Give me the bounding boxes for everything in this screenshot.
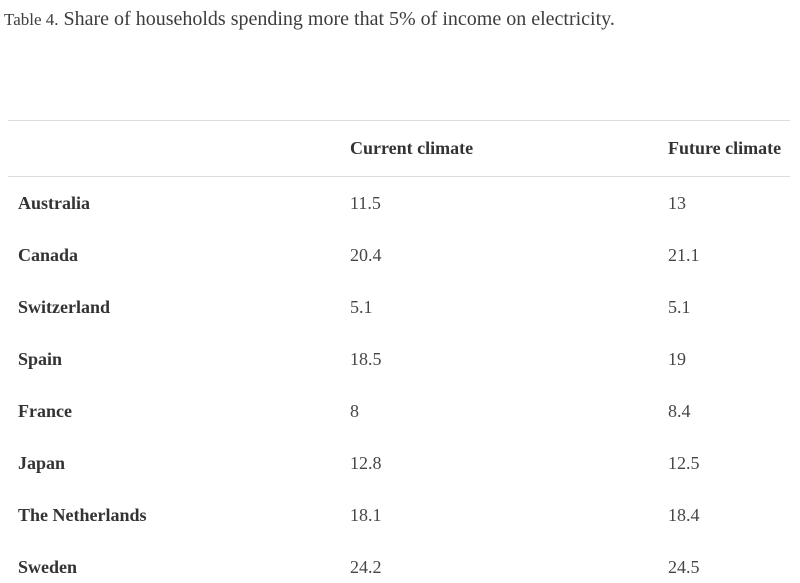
households-electricity-table: Current climate Future climate Australia… [8, 120, 790, 583]
current-climate-cell: 24.2 [350, 556, 382, 577]
country-cell: Canada [18, 244, 79, 265]
current-climate-cell: 18.5 [350, 348, 382, 369]
table-row-canada: Canada 20.4 21.1 [8, 229, 790, 281]
country-cell: Australia [18, 192, 90, 213]
country-cell: The Netherlands [18, 504, 147, 525]
table-row-switzerland: Switzerland 5.1 5.1 [8, 281, 790, 333]
table-row-sweden: Sweden 24.2 24.5 [8, 541, 790, 583]
future-climate-cell: 24.5 [668, 556, 700, 577]
header-cell-future-climate: Future climate [668, 120, 790, 177]
current-climate-cell: 20.4 [350, 244, 382, 265]
table-header-row: Current climate Future climate [8, 120, 790, 177]
future-climate-cell: 13 [668, 192, 686, 213]
future-climate-cell: 18.4 [668, 504, 700, 525]
future-climate-cell: 21.1 [668, 244, 700, 265]
future-climate-cell: 12.5 [668, 452, 700, 473]
country-cell: Japan [18, 452, 66, 473]
table-caption: Table 4. Share of households spending mor… [4, 6, 615, 33]
current-climate-cell: 18.1 [350, 504, 382, 525]
future-climate-cell: 5.1 [668, 296, 691, 317]
table-row-france: France 8 8.4 [8, 385, 790, 437]
country-cell: Sweden [18, 556, 78, 577]
header-cell-current-climate: Current climate [350, 120, 668, 177]
current-climate-cell: 12.8 [350, 452, 382, 473]
current-climate-cell: 11.5 [350, 192, 381, 213]
country-cell: Switzerland [18, 296, 110, 317]
current-climate-cell: 8 [350, 400, 359, 421]
current-climate-cell: 5.1 [350, 296, 373, 317]
table-caption-label: Table 4. [4, 10, 59, 29]
country-cell: Spain [18, 348, 63, 369]
table-row-netherlands: The Netherlands 18.1 18.4 [8, 489, 790, 541]
future-climate-cell: 19 [668, 348, 686, 369]
future-climate-cell: 8.4 [668, 400, 691, 421]
header-cell-empty [8, 120, 350, 177]
table-row-australia: Australia 11.5 13 [8, 177, 790, 230]
table-caption-text: Share of households spending more that 5… [63, 8, 615, 30]
table-row-japan: Japan 12.8 12.5 [8, 437, 790, 489]
country-cell: France [18, 400, 72, 421]
table-row-spain: Spain 18.5 19 [8, 333, 790, 385]
